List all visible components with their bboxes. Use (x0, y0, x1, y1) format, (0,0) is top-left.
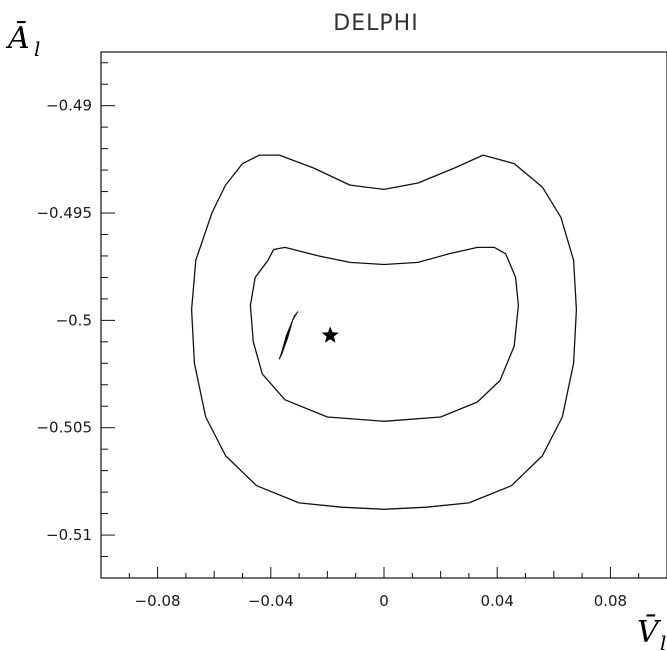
plot-frame (100, 51, 667, 579)
x-axis-symbol: V̄ (637, 614, 662, 650)
y-tick-label: −0.505 (36, 419, 92, 437)
best-fit-marker-layer (321, 326, 339, 343)
y-axis-symbol: Ā (5, 21, 30, 56)
x-axis-label: V̄ l (637, 614, 666, 651)
star-marker (321, 326, 339, 343)
outer-contour (190, 154, 578, 510)
filled-region (278, 311, 299, 360)
contour-series (190, 154, 578, 510)
x-axis-ticks: −0.08 −0.04 0 0.04 0.08 (100, 567, 667, 610)
y-tick-label: −0.51 (46, 526, 92, 544)
y-tick-label: −0.49 (46, 97, 92, 115)
inner-contour (249, 246, 520, 422)
x-tick-label: −0.08 (135, 592, 181, 610)
x-tick-label: −0.04 (248, 592, 294, 610)
y-axis-label: Ā l (5, 21, 40, 61)
x-axis-subscript: l (660, 631, 666, 651)
chart-title: DELPHI (333, 11, 418, 36)
x-tick-label: 0.04 (480, 592, 513, 610)
y-tick-label: −0.495 (36, 204, 92, 222)
x-tick-label: 0 (379, 592, 389, 610)
x-tick-label: 0.08 (594, 592, 627, 610)
y-axis-ticks: −0.49 −0.495 −0.5 −0.505 −0.51 (36, 62, 115, 579)
y-tick-label: −0.5 (56, 311, 92, 329)
y-axis-subscript: l (34, 37, 40, 61)
